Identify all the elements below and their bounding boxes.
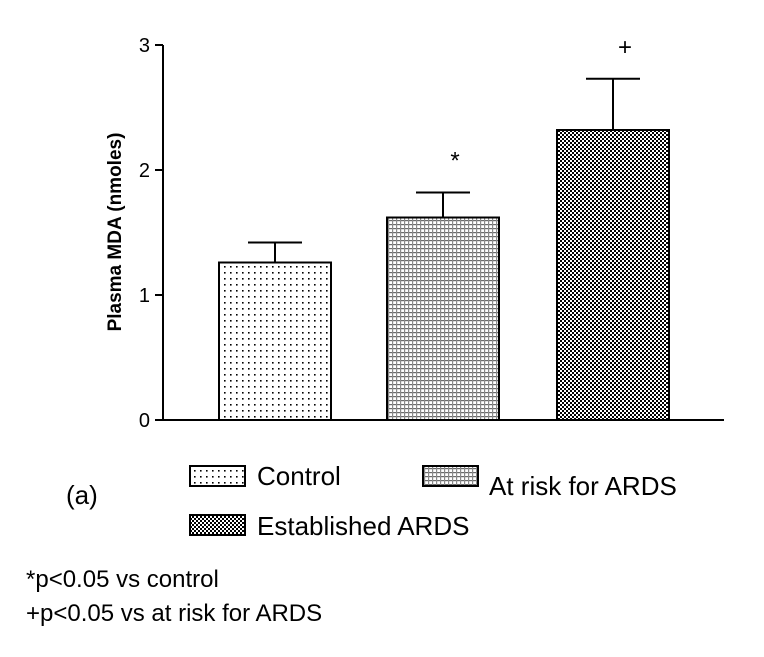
y-tick-label-0: 0 [139,410,150,432]
legend-label-3: Established ARDS [257,511,469,541]
y-tick-label-3: 3 [139,35,150,57]
bar-3 [556,129,670,421]
legend-label-1: Control [257,461,341,491]
panel-label: (a) [66,480,98,510]
significance-mark-3: + [618,34,632,61]
bar-2 [386,216,500,421]
bar-1 [218,261,332,421]
footnote-control: *p<0.05 vs control [26,566,219,593]
legend-label-2: At risk for ARDS [489,471,677,501]
legend-swatch-3 [189,514,246,536]
legend-swatch-2 [422,465,479,487]
footnote-at-risk: +p<0.05 vs at risk for ARDS [26,600,323,627]
y-tick-label-2: 2 [139,160,150,182]
legend: Control At risk for ARDS Established ARDS [189,461,677,541]
y-tick-label-1: 1 [139,285,150,307]
y-axis-label: Plasma MDA (nmoles) [105,133,126,332]
legend-swatch-1 [189,465,246,487]
bars: *+ [218,34,670,421]
significance-mark-2: * [450,148,459,175]
